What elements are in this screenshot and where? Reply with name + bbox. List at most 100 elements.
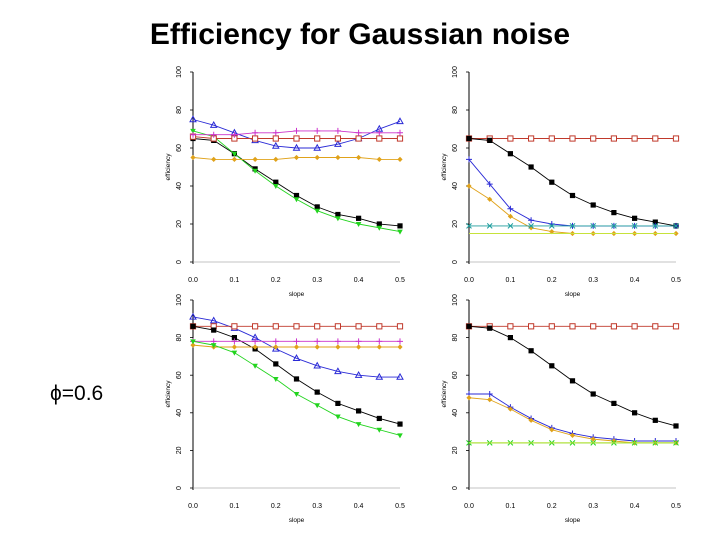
- data-point-orange: [507, 406, 513, 412]
- y-tick-label: 20: [176, 220, 183, 228]
- data-point-orange: [466, 183, 472, 189]
- y-tick-label: 20: [452, 446, 459, 454]
- data-point-magenta: [355, 338, 362, 345]
- chart-panel-bottom-left: 0 20 40 60 80 100 0.0 0.1 0.2 0.3 0.4 0.5 slope effic…: [165, 294, 405, 524]
- data-point-red: [293, 323, 300, 330]
- series-line-black: [468, 138, 677, 227]
- data-point-magenta: [376, 129, 383, 136]
- data-point-orange: [549, 427, 555, 433]
- data-point-red: [314, 323, 321, 330]
- data-point-teal: [548, 223, 555, 229]
- data-point-black: [611, 210, 617, 216]
- x-axis-title: slope: [289, 291, 305, 298]
- data-point-magenta: [334, 127, 341, 134]
- y-tick-label: 100: [452, 66, 459, 78]
- data-point-orange: [293, 154, 300, 161]
- data-point-orange: [487, 196, 493, 202]
- data-point-magenta: [397, 129, 403, 136]
- data-point-magenta: [293, 338, 300, 345]
- data-point-blue: [528, 217, 535, 224]
- data-point-magenta: [190, 131, 196, 138]
- y-axis-title: efficiency: [165, 380, 172, 408]
- data-point-green: [252, 168, 258, 174]
- data-point-orange: [376, 344, 382, 350]
- x-tick-label: 0.2: [271, 277, 281, 284]
- y-tick-label: 60: [176, 371, 183, 379]
- data-point-black: [356, 215, 362, 221]
- data-point-teal: [673, 223, 679, 229]
- data-point-black: [632, 215, 638, 221]
- data-point-green: [293, 392, 300, 397]
- data-point-orange: [569, 432, 576, 438]
- phi-label: ϕ=0.6: [50, 382, 104, 405]
- data-point-red: [652, 323, 659, 330]
- x-axis-title: slope: [565, 517, 581, 524]
- y-tick-label: 60: [452, 144, 459, 152]
- data-point-teal: [486, 223, 493, 229]
- data-point-magenta: [231, 338, 238, 345]
- data-point-teal: [631, 223, 638, 229]
- x-tick-label: 0.4: [354, 503, 364, 510]
- series-line-green: [192, 130, 401, 233]
- y-tick-label: 40: [452, 182, 459, 190]
- chart-panel-bottom-right: 0 20 40 60 80 100 0.0 0.1 0.2 0.3 0.4 0.5 slope effic…: [441, 294, 681, 524]
- data-point-orange: [356, 344, 362, 350]
- data-point-orange: [507, 213, 513, 219]
- data-point-blue: [292, 354, 301, 361]
- data-point-red: [252, 135, 259, 142]
- y-tick-label: 0: [176, 486, 183, 490]
- data-point-magenta: [210, 131, 217, 138]
- x-tick-label: 0.1: [506, 277, 516, 284]
- data-point-black: [507, 335, 513, 341]
- data-point-orange: [549, 229, 555, 235]
- data-point-green: [293, 197, 300, 203]
- data-point-red: [355, 323, 362, 330]
- data-point-teal: [611, 223, 617, 229]
- data-point-teal: [569, 223, 576, 229]
- x-tick-label: 0.2: [547, 503, 557, 510]
- data-point-orange: [397, 156, 403, 162]
- data-point-blue: [354, 370, 363, 378]
- data-point-green: [314, 403, 320, 409]
- series-line-black: [468, 325, 677, 427]
- data-point-blue: [209, 316, 218, 324]
- data-point-orange: [190, 154, 196, 161]
- data-point-green: [210, 343, 217, 349]
- x-tick-label: 0.2: [271, 503, 281, 510]
- data-point-red: [569, 135, 576, 142]
- data-point-black: [632, 410, 638, 416]
- data-point-blue: [396, 117, 404, 125]
- data-point-orange: [252, 344, 258, 350]
- data-point-magenta: [355, 129, 362, 136]
- data-point-green: [273, 184, 279, 189]
- data-point-orange: [335, 154, 341, 161]
- data-point-red: [231, 323, 238, 330]
- y-tick-label: 40: [176, 409, 183, 417]
- data-point-black: [190, 323, 196, 329]
- data-point-orange: [466, 395, 472, 401]
- data-point-red: [631, 323, 638, 330]
- data-point-black: [507, 151, 513, 157]
- x-tick-label: 0.1: [506, 503, 516, 510]
- x-tick-label: 0.3: [312, 503, 322, 510]
- x-tick-label: 0.3: [588, 277, 598, 284]
- data-point-blue: [486, 181, 493, 188]
- series-red: [465, 323, 680, 330]
- data-point-black: [466, 323, 472, 329]
- data-point-blue: [209, 120, 218, 128]
- data-point-green: [397, 229, 403, 235]
- data-point-orange: [314, 154, 320, 161]
- data-point-green: [335, 414, 341, 420]
- y-axis-title: efficiency: [441, 153, 448, 181]
- x-tick-label: 0.2: [547, 277, 557, 284]
- x-tick-label: 0.4: [354, 277, 364, 284]
- data-point-orange: [293, 344, 300, 350]
- data-point-red: [507, 135, 514, 142]
- data-point-orange: [376, 156, 382, 162]
- series-black: [190, 323, 403, 427]
- data-point-red: [334, 323, 341, 330]
- data-point-green: [397, 433, 403, 439]
- data-point-red: [590, 135, 597, 142]
- data-point-orange: [590, 436, 596, 442]
- data-point-red: [252, 323, 259, 330]
